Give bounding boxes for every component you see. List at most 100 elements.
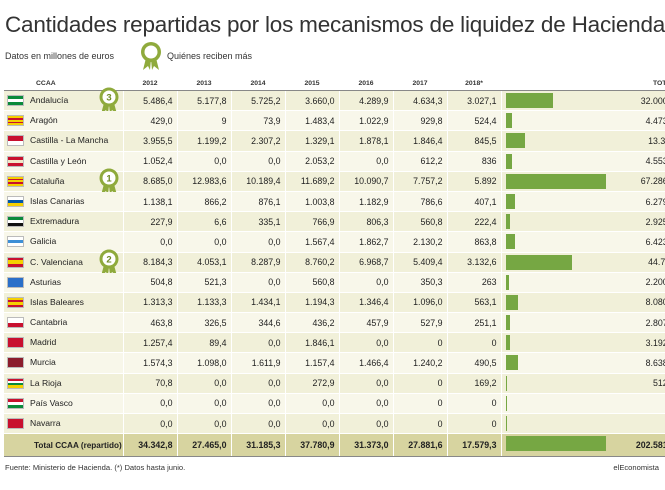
value-cell: 5.177,8: [177, 90, 232, 112]
value-cell: 9: [177, 110, 232, 132]
table-row: Murcia 1.574,3 1.098,0 1.611,9 1.157,4 1.466,…: [4, 352, 665, 374]
ccaa-name: Islas Canarias: [30, 195, 85, 206]
bar-cell: [501, 191, 609, 213]
total-value: 3.192,9: [609, 332, 665, 354]
value-cell: 89,4: [177, 332, 232, 354]
ccaa-cell: La Rioja: [4, 373, 124, 394]
value-cell: 227,9: [123, 211, 178, 233]
ccaa-name: Extremadura: [30, 216, 80, 227]
ccaa-name: Castilla - La Mancha: [30, 135, 109, 146]
total-bar: [505, 375, 507, 391]
value-cell: 1.133,3: [177, 292, 232, 314]
value-cell: 8.287,9: [231, 252, 286, 273]
bar-cell: [501, 352, 609, 374]
total-row: Total CCAA (repartido) 34.342,8 27.465,0…: [4, 433, 665, 458]
col-header-2018: 2018*: [447, 76, 501, 91]
flag-icon: [7, 418, 24, 429]
total-value: 8.080,4: [609, 292, 665, 314]
ccaa-name: Navarra: [30, 418, 61, 428]
flag-icon: [7, 397, 24, 409]
col-header-ccaa: CCAA: [4, 76, 123, 91]
value-cell: 2.130,2: [393, 231, 448, 253]
value-cell: 0: [447, 332, 502, 354]
total-bar-cell: [501, 433, 609, 458]
ccaa-name: Castilla y León: [30, 155, 87, 166]
value-cell: 1.182,9: [339, 191, 394, 213]
table-row: Galicia 0,0 0,0 0,0 1.567,4 1.862,7 2.130,2 863…: [4, 231, 665, 253]
col-header-2016: 2016: [339, 76, 393, 91]
svg-text:3: 3: [106, 93, 111, 104]
value-cell: 1.240,2: [393, 352, 448, 374]
total-bar: [505, 214, 510, 230]
ccaa-cell: Aragón: [4, 110, 124, 132]
value-cell: 8.760,2: [285, 252, 340, 273]
grand-total: 202.581,7: [609, 433, 665, 458]
bar-cell: [501, 393, 609, 415]
legend-label: Quiénes reciben más: [167, 51, 253, 61]
bar-cell: [501, 211, 609, 233]
total-bar: [505, 93, 554, 108]
bar-cell: [501, 272, 609, 293]
value-cell: 1.199,2: [177, 130, 232, 152]
flag-icon: [7, 357, 24, 369]
value-cell: 5.486,4: [123, 90, 178, 112]
value-cell: 0: [447, 413, 502, 435]
value-cell: 1.862,7: [339, 231, 394, 253]
value-cell: 1.346,4: [339, 292, 394, 314]
value-cell: 350,3: [393, 272, 448, 293]
ccaa-name: Madrid: [30, 337, 57, 348]
value-cell: 560,8: [285, 272, 340, 293]
value-cell: 0,0: [339, 413, 394, 435]
bar-cell: [501, 312, 609, 334]
total-cell: 31.185,3: [231, 433, 286, 458]
ccaa-cell: Asturias: [4, 272, 124, 293]
bar-cell: [501, 252, 609, 273]
value-cell: 0: [393, 332, 448, 354]
value-cell: 344,6: [231, 312, 286, 334]
ccaa-name: La Rioja: [30, 377, 62, 388]
total-value: 6.423,3: [609, 231, 665, 253]
bar-cell: [501, 332, 609, 354]
total-cell: 27.465,0: [177, 433, 232, 458]
ccaa-cell: Extremadura: [4, 211, 124, 233]
ccaa-cell: Islas Baleares: [4, 292, 124, 314]
total-cell: 37.780,9: [285, 433, 340, 458]
bar-cell: [501, 231, 609, 253]
value-cell: 436,2: [285, 312, 340, 334]
value-cell: 1.022,9: [339, 110, 394, 132]
value-cell: 335,1: [231, 211, 286, 233]
value-cell: 863,8: [447, 231, 502, 253]
header-row: CCAA 2012 2013 2014 2015 2016 2017 2018*…: [4, 76, 665, 91]
total-bar: [505, 294, 518, 310]
value-cell: 876,1: [231, 191, 286, 213]
value-cell: 3.132,6: [447, 252, 502, 273]
value-cell: 524,4: [447, 110, 502, 132]
ccaa-name: Murcia: [30, 357, 56, 368]
ccaa-name: Aragón: [30, 115, 58, 126]
value-cell: 5.892: [447, 171, 502, 192]
ccaa-name: C. Valenciana: [30, 256, 83, 267]
ccaa-name: Andalucía: [30, 95, 69, 105]
value-cell: 1.434,1: [231, 292, 286, 314]
value-cell: 0: [393, 413, 448, 435]
total-value: 44.755: [609, 252, 665, 273]
value-cell: 929,8: [393, 110, 448, 132]
table-row: Cataluña 1 8.685,0 12.983,6 10.189,4 11.689,2…: [4, 168, 665, 195]
value-cell: 0,0: [339, 151, 394, 172]
svg-text:1: 1: [106, 173, 112, 184]
value-cell: 1.313,3: [123, 292, 178, 314]
value-cell: 272,9: [285, 373, 340, 394]
ccaa-cell: C. Valenciana 2: [4, 249, 124, 276]
flag-icon: [7, 95, 24, 106]
total-bar: [505, 113, 513, 129]
medal-icon: 2: [99, 249, 119, 276]
value-cell: 0,0: [231, 373, 286, 394]
svg-text:2: 2: [106, 254, 111, 265]
flag-icon: [7, 256, 24, 268]
value-cell: 3.027,1: [447, 90, 502, 112]
col-header-2013: 2013: [177, 76, 231, 91]
brand-label: elEconomista: [613, 463, 659, 472]
ccaa-name: Galicia: [30, 236, 57, 247]
value-cell: 560,8: [393, 211, 448, 233]
value-cell: 5.409,4: [393, 252, 448, 273]
